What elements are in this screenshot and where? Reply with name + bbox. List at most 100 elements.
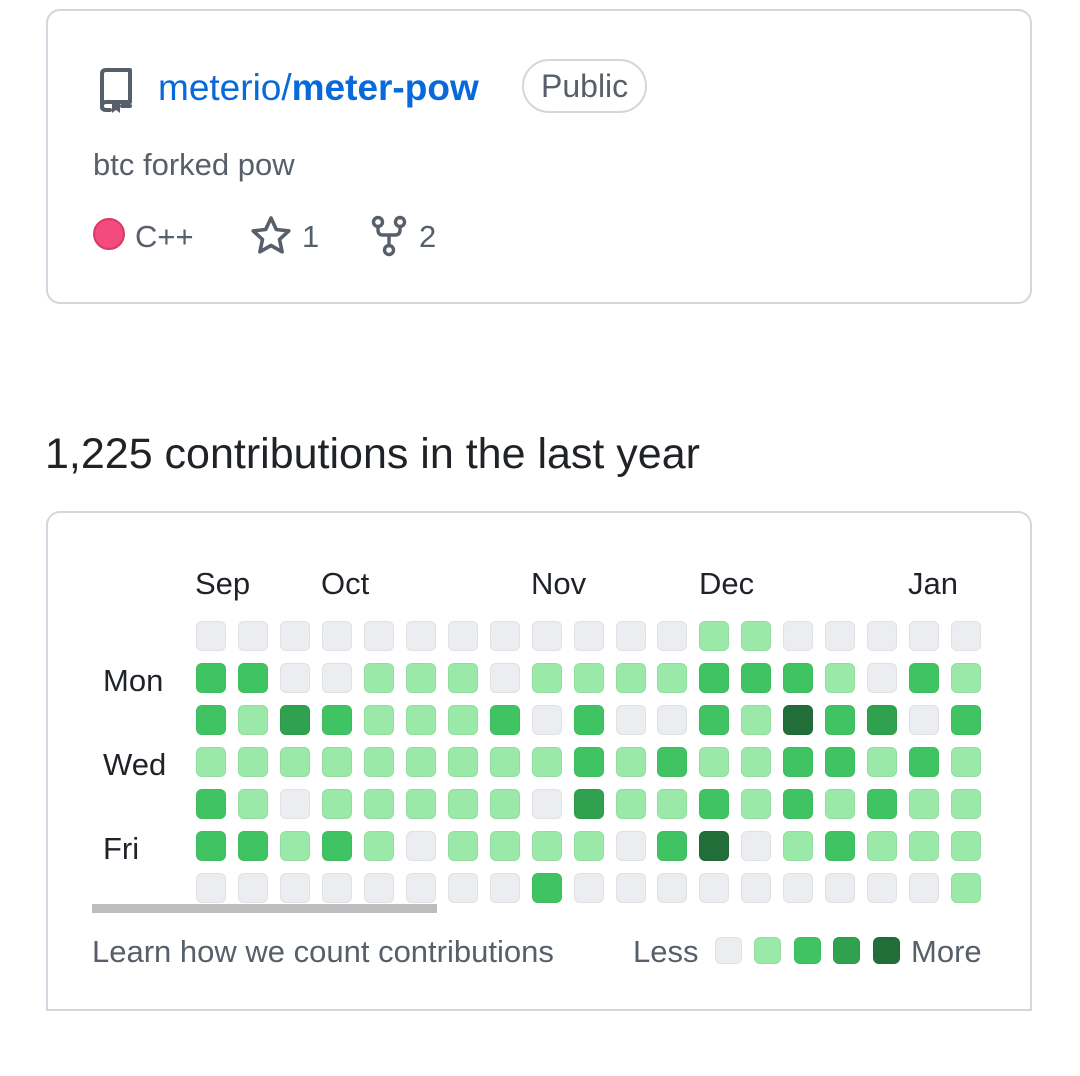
contribution-day-cell[interactable] [448, 789, 478, 819]
contribution-day-cell[interactable] [574, 747, 604, 777]
contribution-day-cell[interactable] [280, 621, 310, 651]
contribution-day-cell[interactable] [825, 747, 855, 777]
contribution-day-cell[interactable] [657, 621, 687, 651]
contribution-day-cell[interactable] [783, 831, 813, 861]
contribution-day-cell[interactable] [657, 873, 687, 903]
contribution-day-cell[interactable] [699, 831, 729, 861]
contribution-day-cell[interactable] [406, 873, 436, 903]
contribution-day-cell[interactable] [406, 621, 436, 651]
contribution-day-cell[interactable] [657, 663, 687, 693]
contribution-day-cell[interactable] [448, 831, 478, 861]
contribution-day-cell[interactable] [825, 663, 855, 693]
contribution-day-cell[interactable] [196, 621, 226, 651]
repo-link[interactable]: meterio/meter-pow [158, 67, 479, 109]
contribution-day-cell[interactable] [867, 663, 897, 693]
contribution-day-cell[interactable] [406, 789, 436, 819]
contribution-day-cell[interactable] [532, 663, 562, 693]
contribution-day-cell[interactable] [909, 873, 939, 903]
contribution-day-cell[interactable] [238, 663, 268, 693]
contribution-day-cell[interactable] [238, 873, 268, 903]
contribution-day-cell[interactable] [616, 789, 646, 819]
contribution-day-cell[interactable] [741, 663, 771, 693]
contribution-day-cell[interactable] [406, 747, 436, 777]
contribution-day-cell[interactable] [322, 873, 352, 903]
contribution-day-cell[interactable] [783, 621, 813, 651]
contribution-day-cell[interactable] [532, 621, 562, 651]
contribution-day-cell[interactable] [783, 663, 813, 693]
contribution-day-cell[interactable] [699, 663, 729, 693]
contribution-day-cell[interactable] [406, 705, 436, 735]
contribution-day-cell[interactable] [951, 831, 981, 861]
contribution-day-cell[interactable] [364, 831, 394, 861]
contribution-day-cell[interactable] [196, 873, 226, 903]
contribution-day-cell[interactable] [699, 747, 729, 777]
horizontal-scrollbar-thumb[interactable] [92, 904, 437, 913]
contribution-day-cell[interactable] [280, 873, 310, 903]
contribution-day-cell[interactable] [657, 705, 687, 735]
contribution-day-cell[interactable] [574, 705, 604, 735]
contribution-day-cell[interactable] [909, 621, 939, 651]
contribution-day-cell[interactable] [574, 621, 604, 651]
contribution-day-cell[interactable] [616, 831, 646, 861]
contribution-day-cell[interactable] [364, 789, 394, 819]
contribution-day-cell[interactable] [867, 873, 897, 903]
contribution-day-cell[interactable] [616, 747, 646, 777]
contribution-day-cell[interactable] [322, 831, 352, 861]
contribution-day-cell[interactable] [490, 663, 520, 693]
contribution-day-cell[interactable] [783, 705, 813, 735]
contribution-day-cell[interactable] [280, 705, 310, 735]
contribution-day-cell[interactable] [364, 663, 394, 693]
contribution-day-cell[interactable] [490, 873, 520, 903]
contribution-day-cell[interactable] [657, 831, 687, 861]
contribution-day-cell[interactable] [574, 873, 604, 903]
contribution-day-cell[interactable] [322, 705, 352, 735]
contribution-day-cell[interactable] [951, 789, 981, 819]
contribution-day-cell[interactable] [741, 621, 771, 651]
contribution-day-cell[interactable] [406, 663, 436, 693]
contribution-day-cell[interactable] [490, 621, 520, 651]
contribution-day-cell[interactable] [490, 705, 520, 735]
contribution-day-cell[interactable] [532, 747, 562, 777]
contribution-day-cell[interactable] [867, 747, 897, 777]
contribution-day-cell[interactable] [867, 831, 897, 861]
contribution-day-cell[interactable] [448, 663, 478, 693]
contribution-day-cell[interactable] [783, 789, 813, 819]
star-icon[interactable] [250, 215, 292, 257]
contribution-day-cell[interactable] [280, 747, 310, 777]
contribution-day-cell[interactable] [280, 831, 310, 861]
contribution-day-cell[interactable] [322, 747, 352, 777]
contribution-day-cell[interactable] [657, 747, 687, 777]
contribution-day-cell[interactable] [783, 747, 813, 777]
contribution-day-cell[interactable] [532, 789, 562, 819]
contribution-day-cell[interactable] [909, 747, 939, 777]
contribution-day-cell[interactable] [196, 789, 226, 819]
contribution-day-cell[interactable] [699, 705, 729, 735]
contribution-day-cell[interactable] [825, 831, 855, 861]
contribution-day-cell[interactable] [825, 705, 855, 735]
contribution-day-cell[interactable] [741, 789, 771, 819]
contribution-day-cell[interactable] [951, 873, 981, 903]
contribution-day-cell[interactable] [951, 663, 981, 693]
contribution-day-cell[interactable] [574, 831, 604, 861]
contribution-day-cell[interactable] [532, 705, 562, 735]
contribution-day-cell[interactable] [909, 663, 939, 693]
contribution-day-cell[interactable] [741, 831, 771, 861]
contribution-day-cell[interactable] [448, 873, 478, 903]
contribution-day-cell[interactable] [951, 747, 981, 777]
contribution-day-cell[interactable] [364, 621, 394, 651]
contribution-day-cell[interactable] [909, 705, 939, 735]
contribution-day-cell[interactable] [448, 747, 478, 777]
contribution-day-cell[interactable] [741, 705, 771, 735]
contribution-day-cell[interactable] [825, 873, 855, 903]
contribution-day-cell[interactable] [196, 831, 226, 861]
contribution-day-cell[interactable] [448, 705, 478, 735]
contribution-day-cell[interactable] [238, 831, 268, 861]
contribution-day-cell[interactable] [238, 705, 268, 735]
contribution-day-cell[interactable] [322, 663, 352, 693]
contribution-day-cell[interactable] [867, 621, 897, 651]
contribution-day-cell[interactable] [741, 747, 771, 777]
star-count[interactable]: 1 [302, 219, 320, 254]
contribution-day-cell[interactable] [490, 831, 520, 861]
contribution-day-cell[interactable] [909, 789, 939, 819]
contribution-day-cell[interactable] [196, 705, 226, 735]
